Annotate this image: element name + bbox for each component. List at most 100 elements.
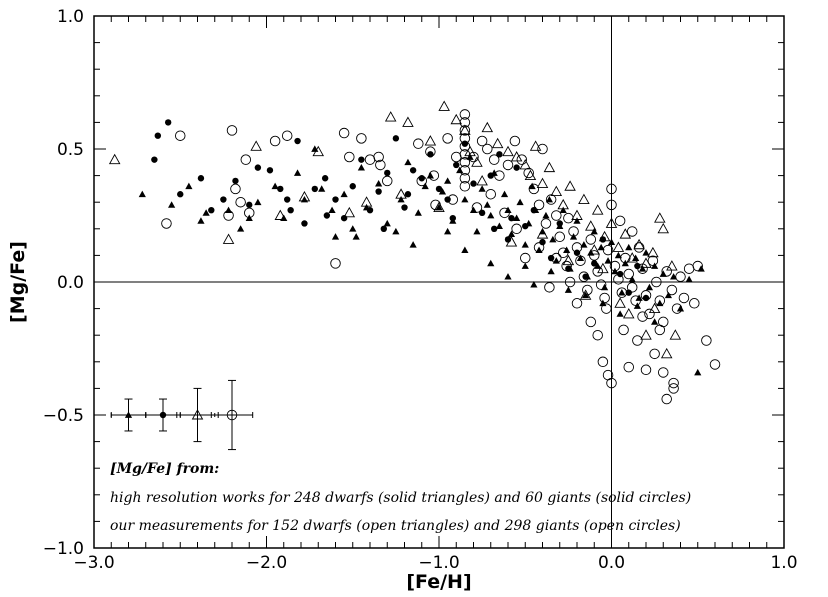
solid-triangle-point <box>516 198 524 206</box>
open-triangle-point <box>660 347 673 359</box>
solid-triangle-point <box>651 318 659 325</box>
open-triangle-point <box>384 111 397 122</box>
open-circle-point <box>626 226 638 237</box>
solid-triangle-point <box>469 206 478 214</box>
open-circle-point <box>599 292 610 304</box>
solid-triangle-point <box>607 238 616 245</box>
open-circle-point <box>637 311 648 322</box>
open-circle-point <box>428 170 440 181</box>
open-triangle-point <box>578 193 590 204</box>
open-triangle-point <box>597 262 609 274</box>
solid-circle-point <box>556 220 563 227</box>
open-circle-point <box>230 183 241 195</box>
solid-circle-point <box>321 175 329 182</box>
open-circle-point <box>459 109 471 120</box>
solid-triangle-point <box>521 241 529 248</box>
open-triangle-point <box>622 307 635 319</box>
open-circle-point <box>647 255 659 266</box>
open-triangle-point <box>360 196 373 207</box>
solid-triangle-point <box>271 182 279 190</box>
open-circle-point <box>654 324 666 336</box>
open-circle-point <box>509 135 521 147</box>
solid-circle-point <box>508 214 515 222</box>
open-circle-point <box>551 252 562 264</box>
solid-triangle-point <box>513 214 521 222</box>
open-triangle-point <box>640 329 652 340</box>
open-circle-point <box>482 143 493 155</box>
solid-triangle-point <box>638 265 647 272</box>
open-circle-point <box>678 292 690 304</box>
open-triangle-point <box>491 137 504 149</box>
solid-circle-point <box>530 206 538 214</box>
solid-circle-point <box>565 265 572 272</box>
open-circle-point <box>602 244 614 256</box>
solid-triangle-point <box>632 254 640 261</box>
open-triangle-point <box>619 228 632 239</box>
open-circle-point <box>637 263 648 274</box>
y-tick-label: 0.0 <box>57 273 84 293</box>
open-circle-point <box>447 194 459 205</box>
solid-circle-point <box>151 156 158 163</box>
solid-circle-point <box>323 212 331 219</box>
open-triangle-point <box>459 124 471 135</box>
open-triangle-point <box>250 140 262 151</box>
solid-triangle-point <box>495 222 503 230</box>
open-triangle-point <box>562 254 575 266</box>
open-circle-point <box>520 252 531 264</box>
open-triangle-point <box>298 190 311 202</box>
open-circle-point <box>468 151 479 163</box>
solid-circle-point <box>435 185 443 193</box>
open-circle-point <box>601 303 612 314</box>
solid-circle-point <box>487 172 494 179</box>
open-circle-point <box>459 117 471 128</box>
open-circle-point <box>528 183 540 195</box>
solid-circle-point <box>340 214 348 222</box>
open-circle-point <box>640 364 652 376</box>
solid-triangle-point <box>659 270 667 277</box>
open-triangle-point <box>510 151 523 162</box>
open-triangle-point <box>585 220 597 231</box>
open-circle-point <box>592 266 603 277</box>
solid-triangle-point <box>487 211 495 219</box>
solid-triangle-point <box>580 241 588 248</box>
open-triangle-point <box>312 145 325 157</box>
solid-triangle-point <box>576 254 585 261</box>
solid-triangle-point <box>664 291 673 299</box>
open-circle-point <box>557 247 569 258</box>
open-triangle-point <box>657 222 670 234</box>
solid-triangle-point <box>414 209 422 216</box>
open-circle-point <box>571 298 583 309</box>
solid-triangle-point <box>559 206 567 214</box>
open-circle-point <box>666 284 678 296</box>
solid-circle-point <box>220 196 227 203</box>
open-circle-point <box>430 199 441 211</box>
open-circle-point <box>544 282 555 293</box>
open-circle-point <box>523 167 534 179</box>
open-circle-point <box>630 295 641 306</box>
open-triangle-point <box>654 212 666 223</box>
solid-triangle-point <box>694 368 702 376</box>
x-tick-label: −1.0 <box>418 553 459 573</box>
solid-triangle-point <box>340 190 348 198</box>
open-circle-point <box>661 393 672 405</box>
solid-triangle-point <box>293 169 302 176</box>
open-circle-point <box>626 282 638 293</box>
open-triangle-point <box>536 228 549 239</box>
open-circle-point <box>644 308 655 320</box>
solid-triangle-point <box>504 273 512 280</box>
open-circle-point <box>561 260 572 272</box>
open-circle-point <box>668 383 679 394</box>
solid-triangle-point <box>507 230 516 237</box>
open-circle-point <box>375 159 386 171</box>
open-circle-point <box>578 271 590 282</box>
annotation-heading: [Mg/Fe] from: <box>110 461 219 477</box>
solid-triangle-point <box>383 219 391 227</box>
open-triangle-point <box>598 230 611 242</box>
open-circle-point <box>537 143 548 155</box>
open-circle-point <box>373 151 384 163</box>
open-triangle-point <box>108 153 121 165</box>
solid-triangle-point <box>357 164 365 171</box>
solid-triangle-point <box>404 158 412 166</box>
solid-triangle-point <box>651 262 659 269</box>
solid-circle-point <box>197 175 205 182</box>
